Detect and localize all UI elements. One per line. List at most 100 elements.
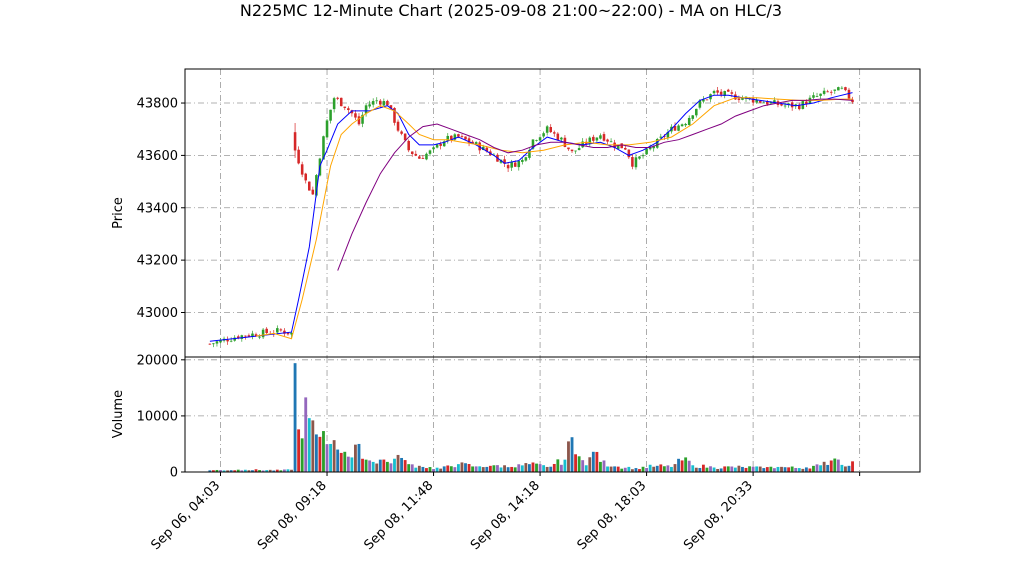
volume-bar (371, 461, 375, 472)
volume-bar (222, 470, 226, 472)
price-axis-label: Price (111, 197, 126, 229)
volume-bar (559, 464, 563, 472)
volume-bar (591, 451, 595, 472)
volume-bar (680, 460, 684, 472)
candle-body (840, 87, 844, 89)
volume-bar (581, 460, 585, 472)
candle-body (521, 159, 524, 162)
volume-axis-label: Volume (111, 390, 126, 438)
candle-body (286, 332, 290, 335)
candle-body (538, 137, 542, 141)
volume-bar (705, 467, 709, 472)
candle-body (837, 87, 840, 91)
candle-body (517, 160, 521, 168)
volume-bar (311, 420, 315, 472)
volume-y-axis: 0 10000 20000 (137, 353, 185, 481)
volume-bar (354, 444, 357, 472)
volume-bar (812, 465, 815, 472)
volume-bar (290, 469, 293, 472)
volume-bar (268, 469, 272, 472)
volume-bar (524, 463, 528, 472)
volume-bar (226, 470, 230, 472)
volume-bar (432, 469, 435, 472)
volume-bar (307, 418, 311, 472)
candle-body (410, 151, 414, 155)
volume-bar (283, 469, 286, 472)
volume-bar (609, 466, 613, 472)
candle-body (258, 336, 261, 338)
candle-body (677, 125, 680, 131)
candle-body (780, 103, 783, 106)
candle-body (616, 144, 620, 149)
candle-body (485, 147, 489, 152)
volume-bar (471, 466, 475, 472)
volume-bar (428, 467, 432, 472)
candle-body (208, 343, 212, 345)
volume-bar (251, 470, 254, 472)
candle-body (432, 147, 435, 150)
candle-body (261, 329, 265, 338)
volume-bar (545, 466, 549, 472)
volume-bar (730, 466, 734, 472)
candle-body (425, 153, 428, 160)
volume-bar (488, 465, 492, 472)
candle-body (247, 335, 251, 337)
candle-body (368, 104, 371, 107)
volume-bar (744, 467, 748, 472)
candle-body (343, 106, 347, 108)
candle-body (535, 140, 538, 141)
volume-bar (219, 470, 222, 472)
candle-body (545, 126, 549, 133)
volume-bar (829, 460, 833, 472)
volume-bar (701, 464, 705, 472)
volume-bar (496, 465, 499, 472)
volume-bar (673, 464, 677, 472)
candle-body (730, 92, 734, 94)
candle-body (844, 87, 847, 91)
volume-bar (833, 458, 837, 472)
candle-body (666, 132, 670, 138)
volume-tick-label: 20000 (137, 353, 178, 368)
moving-average-lines (209, 92, 853, 342)
candle-body (361, 114, 364, 124)
candle-body (279, 329, 283, 331)
volume-panel-frame (184, 356, 921, 473)
candle-body (698, 100, 702, 108)
volume-bar (513, 467, 517, 472)
volume-bar (499, 467, 503, 472)
candle-body (276, 328, 279, 333)
volume-bar (741, 466, 744, 472)
volume-bar (638, 469, 641, 472)
candle-body (606, 139, 609, 142)
candle-body (599, 135, 602, 139)
candlesticks (208, 86, 854, 348)
candle-body (680, 124, 684, 127)
candle-body (375, 100, 379, 102)
candle-body (450, 135, 453, 141)
candle-body (659, 136, 663, 138)
candle-body (577, 148, 581, 151)
volume-bar (606, 466, 609, 472)
candle-body (283, 330, 286, 334)
volume-bar (694, 467, 698, 472)
volume-bar (776, 466, 780, 472)
volume-bar (329, 443, 332, 472)
volume-bar (787, 467, 791, 472)
candle-body (542, 133, 545, 137)
volume-bar (804, 467, 808, 472)
candle-body (552, 132, 556, 134)
candle-body (474, 142, 478, 145)
candle-body (588, 137, 592, 144)
candle-body (641, 155, 645, 157)
candle-body (442, 141, 446, 147)
volume-bar (254, 469, 258, 472)
candle-body (297, 149, 300, 164)
candle-body (471, 141, 474, 144)
price-tick-label: 43200 (137, 254, 178, 269)
price-tick-label: 43000 (137, 306, 178, 321)
volume-bar (375, 463, 379, 472)
volume-bar (844, 466, 847, 472)
candle-body (595, 137, 599, 141)
volume-bar (485, 466, 489, 472)
moving-average-line (209, 92, 853, 342)
